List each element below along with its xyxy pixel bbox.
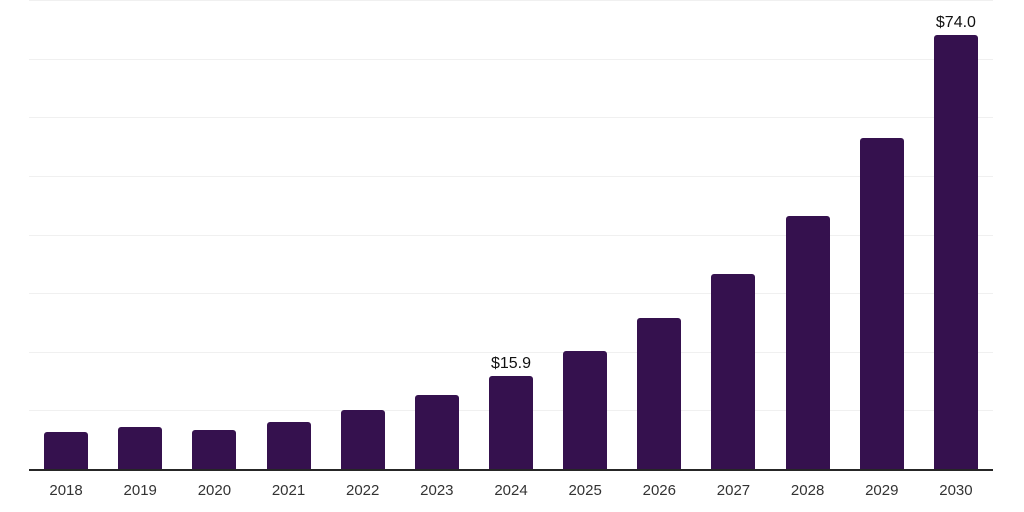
x-tick-label-2020: 2020 — [197, 482, 232, 499]
bar-2021 — [266, 421, 311, 469]
x-tick-label-2028: 2028 — [790, 482, 825, 499]
bar-2018 — [44, 432, 89, 469]
bar-2028 — [785, 216, 830, 469]
bar-2029 — [859, 138, 904, 469]
bar-2020 — [192, 429, 237, 469]
plot-area: $15.9 $74.0 — [29, 0, 993, 471]
bar-2023 — [414, 395, 459, 469]
bar-2026 — [637, 318, 682, 469]
gridline-30 — [29, 293, 993, 295]
gridline-40 — [29, 234, 993, 236]
x-tick-label-2021: 2021 — [271, 482, 306, 499]
x-tick-label-2023: 2023 — [420, 482, 454, 499]
gridline-50 — [29, 175, 993, 177]
bar-value-label-2024: $15.9 — [490, 354, 532, 372]
gridline-20 — [29, 351, 993, 353]
bar-value-label-2030: $74.0 — [935, 14, 976, 32]
x-tick-label-2029: 2029 — [865, 482, 899, 499]
bar-2024 — [489, 375, 533, 469]
x-tick-label-2030: 2030 — [939, 482, 973, 499]
gridline-60 — [29, 117, 993, 119]
x-tick-label-2027: 2027 — [716, 482, 751, 499]
x-tick-label-2026: 2026 — [642, 482, 676, 499]
gridline-80 — [29, 0, 993, 1]
x-tick-label-2018: 2018 — [49, 482, 83, 499]
bar-2030 — [933, 35, 978, 469]
bar-2027 — [711, 273, 756, 469]
bar-2025 — [563, 351, 608, 469]
x-tick-label-2025: 2025 — [568, 482, 602, 499]
x-tick-label-2019: 2019 — [123, 482, 157, 499]
x-tick-label-2022: 2022 — [346, 482, 380, 499]
bar-2019 — [118, 427, 163, 469]
x-tick-label-2024: 2024 — [494, 482, 528, 499]
x-axis-line — [29, 469, 993, 471]
gridline-70 — [29, 58, 993, 60]
bar-2022 — [340, 410, 385, 469]
